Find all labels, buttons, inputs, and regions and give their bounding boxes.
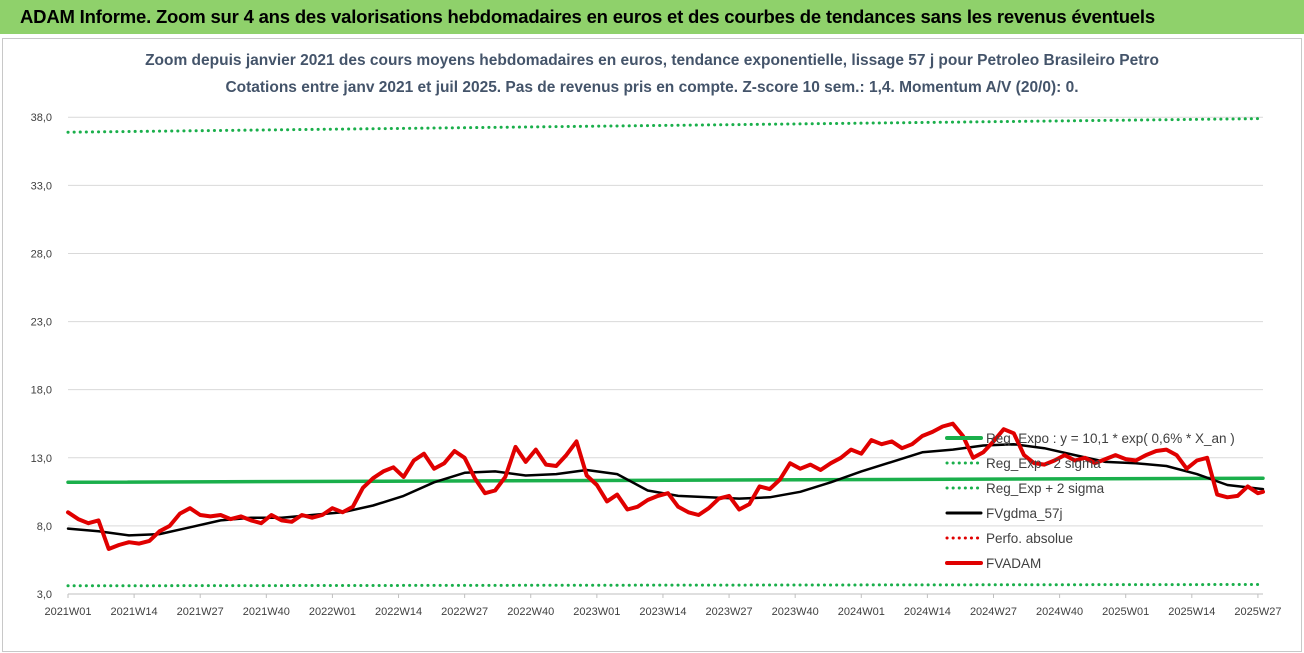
chart-subtitle: Cotations entre janv 2021 et juil 2025. … bbox=[225, 79, 1079, 96]
y-tick-label: 23,0 bbox=[31, 317, 52, 329]
chart-title: Zoom depuis janvier 2021 des cours moyen… bbox=[145, 52, 1159, 69]
grid bbox=[68, 116, 1263, 595]
x-tick-label: 2025W27 bbox=[1234, 606, 1281, 618]
x-tick-label: 2021W40 bbox=[243, 606, 290, 618]
reg-exp-plus-2-sigma-line bbox=[66, 117, 1265, 134]
x-tick-label: 2022W27 bbox=[441, 606, 488, 618]
y-tick-label: 8,0 bbox=[37, 521, 52, 533]
x-tick-label: 2023W14 bbox=[639, 606, 686, 618]
y-tick-label: 33,0 bbox=[31, 180, 52, 192]
x-tick-label: 2022W40 bbox=[507, 606, 554, 618]
header-bar: ADAM Informe. Zoom sur 4 ans des valoris… bbox=[0, 0, 1304, 34]
reg-exp-minus-2-sigma-line bbox=[66, 583, 1265, 588]
legend-label: Perfo. absolue bbox=[986, 531, 1073, 546]
y-tick-label: 13,0 bbox=[31, 453, 52, 465]
x-tick-label: 2021W01 bbox=[44, 606, 91, 618]
x-tick-label: 2024W14 bbox=[904, 606, 951, 618]
y-tick-label: 3,0 bbox=[37, 589, 52, 601]
legend-label: Reg_Expo : y = 10,1 * exp( 0,6% * X_an ) bbox=[986, 431, 1235, 446]
x-tick-label: 2024W40 bbox=[1036, 606, 1083, 618]
reg-expo-line bbox=[66, 476, 1265, 485]
fvadam-line bbox=[66, 421, 1265, 551]
x-tick-label: 2021W27 bbox=[177, 606, 224, 618]
y-tick-label: 38,0 bbox=[31, 112, 52, 124]
legend-label: Reg_Exp - 2 sigma bbox=[986, 456, 1101, 471]
chart-frame bbox=[2, 38, 1302, 652]
x-tick-label: 2021W14 bbox=[111, 606, 158, 618]
legend-label: Reg_Exp + 2 sigma bbox=[986, 481, 1105, 496]
x-tick-label: 2023W01 bbox=[573, 606, 620, 618]
x-tick-label: 2025W01 bbox=[1102, 606, 1149, 618]
y-tick-label: 18,0 bbox=[31, 385, 52, 397]
x-tick-label: 2023W27 bbox=[706, 606, 753, 618]
axes: 3,0 8,0 13,0 18,0 23,0 28,0 33,0 38,0 2021W01 202… bbox=[31, 112, 1282, 618]
x-tick-label: 2024W27 bbox=[970, 606, 1017, 618]
y-tick-label: 28,0 bbox=[31, 248, 52, 260]
x-tick-label: 2024W01 bbox=[838, 606, 885, 618]
x-tick-label: 2022W01 bbox=[309, 606, 356, 618]
series-layer bbox=[66, 117, 1265, 588]
x-tick-label: 2025W14 bbox=[1168, 606, 1215, 618]
legend: Reg_Expo : y = 10,1 * exp( 0,6% * X_an )… bbox=[945, 431, 1235, 571]
legend-label: FVADAM bbox=[986, 556, 1041, 571]
x-tick-label: 2022W14 bbox=[375, 606, 422, 618]
x-tick-label: 2023W40 bbox=[772, 606, 819, 618]
legend-label: FVgdma_57j bbox=[986, 506, 1063, 521]
header-title: ADAM Informe. Zoom sur 4 ans des valoris… bbox=[20, 6, 1155, 27]
